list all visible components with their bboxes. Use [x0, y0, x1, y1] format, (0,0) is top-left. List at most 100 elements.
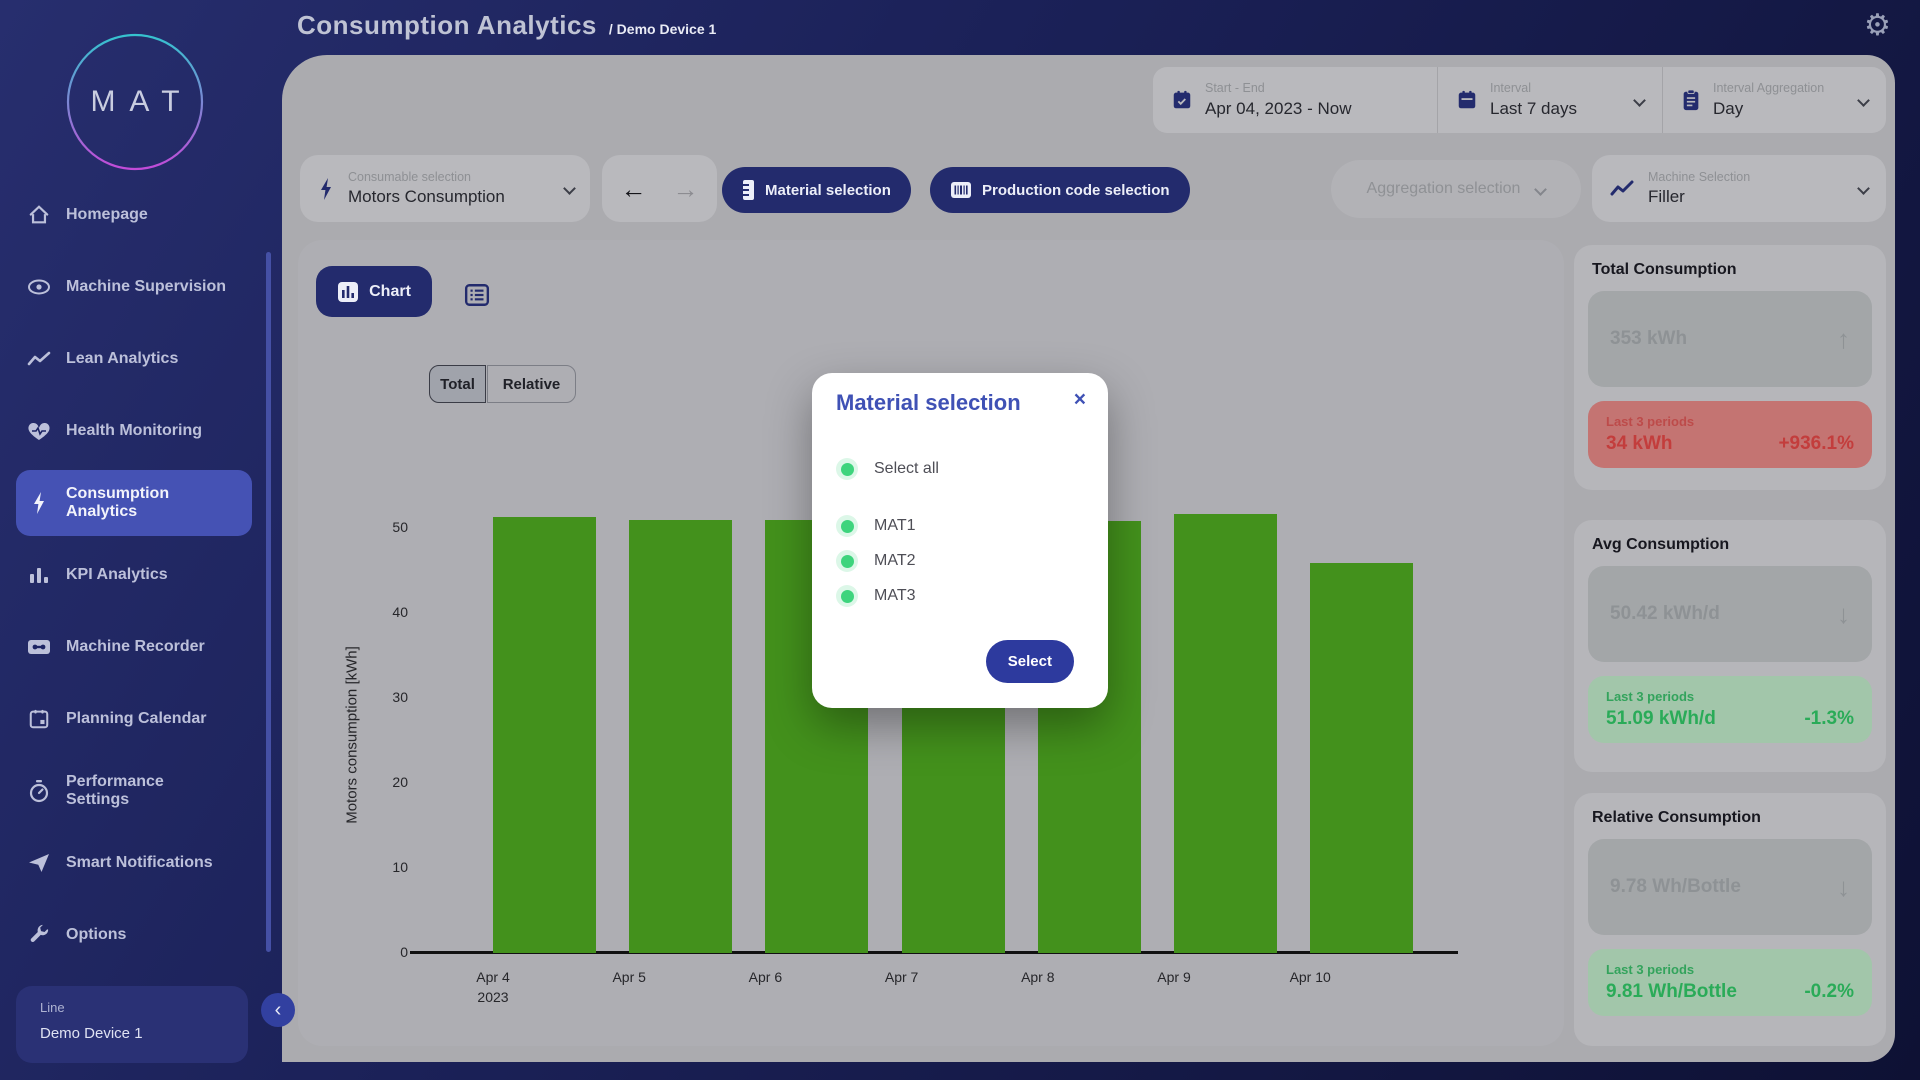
checkbox-checked-icon	[836, 550, 858, 572]
sidebar-item-consumption-analytics[interactable]: Consumption Analytics	[16, 470, 252, 536]
sidebar-item-label: Health Monitoring	[66, 421, 202, 439]
sidebar-item-label: Homepage	[66, 205, 148, 223]
consumable-selection-dropdown[interactable]: Consumable selection Motors Consumption	[300, 155, 590, 222]
back-arrow-button[interactable]: ←	[620, 173, 647, 204]
cassette-icon	[26, 639, 52, 655]
trend-value: 9.81 Wh/Bottle	[1606, 981, 1737, 1002]
sidebar-item-label: Options	[66, 925, 127, 943]
select-button[interactable]: Select	[985, 640, 1074, 683]
interval-aggregation-value: Day	[1713, 99, 1744, 118]
trend-percent: -1.3%	[1804, 708, 1854, 729]
total-consumption-card: Total Consumption 353 kWh ↑ Last 3 perio…	[1574, 245, 1886, 490]
toggle-total[interactable]: Total	[429, 365, 486, 403]
material-selection-button[interactable]: Material selection	[722, 167, 911, 213]
trend-up-icon: ↑	[1837, 323, 1850, 354]
app-logo: MAT	[65, 32, 205, 172]
chevron-down-icon	[563, 182, 576, 195]
sidebar-item-performance-settings[interactable]: Performance Settings	[16, 758, 252, 824]
logo-text: MAT	[90, 85, 194, 118]
option-label: MAT3	[874, 587, 916, 604]
calendar-icon	[1456, 89, 1478, 111]
sidebar-nav: Homepage Machine Supervision Lean Analyt…	[0, 182, 282, 968]
start-end-label: Start - End	[1205, 81, 1265, 95]
trend-down-icon: ↓	[1837, 598, 1850, 629]
select-all-option[interactable]: Select all	[836, 458, 939, 480]
consumable-selection-label: Consumable selection	[348, 170, 471, 184]
chevron-down-icon	[1633, 93, 1646, 107]
consumable-selection-value: Motors Consumption	[348, 187, 505, 206]
chart-view-button-label: Chart	[369, 282, 411, 300]
checkbox-checked-icon	[836, 585, 858, 607]
forward-arrow-button[interactable]: →	[672, 173, 699, 204]
checkbox-checked-icon	[836, 458, 858, 480]
select-all-label: Select all	[874, 460, 939, 477]
option-label: MAT1	[874, 517, 916, 534]
sidebar-item-planning-calendar[interactable]: Planning Calendar	[16, 686, 252, 752]
trend-down-icon: ↓	[1837, 871, 1850, 902]
sidebar-collapse-button[interactable]: ‹	[261, 993, 295, 1027]
stat-card-title: Relative Consumption	[1592, 809, 1761, 826]
trend-percent: +936.1%	[1778, 433, 1854, 454]
option-mat2[interactable]: MAT2	[836, 550, 915, 572]
table-view-button[interactable]	[464, 282, 490, 308]
stat-card-title: Total Consumption	[1592, 261, 1737, 278]
material-selection-modal: Material selection × Select all MAT1 MAT…	[812, 373, 1108, 708]
stat-main-value-box: 353 kWh ↑	[1588, 291, 1872, 387]
interval-aggregation-picker[interactable]: Interval Aggregation Day	[1662, 67, 1886, 133]
wrench-icon	[26, 924, 52, 946]
start-end-picker[interactable]: Start - End Apr 04, 2023 - Now	[1153, 67, 1437, 133]
stat-value: 353 kWh	[1610, 328, 1688, 349]
chevron-down-icon	[1534, 182, 1548, 196]
history-nav: ← →	[602, 155, 717, 222]
sidebar-scrollbar[interactable]	[266, 252, 271, 952]
calendar-check-icon	[1171, 89, 1193, 111]
sidebar-item-options[interactable]: Options	[16, 902, 252, 968]
option-mat3[interactable]: MAT3	[836, 585, 915, 607]
machine-selection-dropdown[interactable]: Machine Selection Filler	[1592, 155, 1886, 222]
trend-label: Last 3 periods	[1606, 962, 1695, 977]
sidebar-item-lean-analytics[interactable]: Lean Analytics	[16, 326, 252, 392]
bolt-icon	[318, 177, 334, 201]
bar-chart-icon	[337, 281, 359, 303]
sidebar-item-kpi-analytics[interactable]: KPI Analytics	[16, 542, 252, 608]
breadcrumb-device: / Demo Device 1	[608, 21, 717, 37]
sidebar-item-label: KPI Analytics	[66, 565, 168, 583]
sidebar-item-machine-supervision[interactable]: Machine Supervision	[16, 254, 252, 320]
material-icon	[742, 179, 755, 201]
sidebar-item-label: Lean Analytics	[66, 349, 179, 367]
date-range-panel: Start - End Apr 04, 2023 - Now Interval …	[1153, 67, 1886, 133]
option-mat1[interactable]: MAT1	[836, 515, 915, 537]
option-label: MAT2	[874, 552, 916, 569]
barcode-icon	[950, 181, 972, 199]
trend-value: 51.09 kWh/d	[1606, 708, 1716, 729]
sidebar-item-label: Machine Supervision	[66, 277, 227, 295]
device-panel[interactable]: Line Demo Device 1	[16, 986, 248, 1063]
production-code-selection-button[interactable]: Production code selection	[930, 167, 1190, 213]
relative-consumption-card: Relative Consumption 9.78 Wh/Bottle ↓ La…	[1574, 793, 1886, 1046]
stat-main-value-box: 9.78 Wh/Bottle ↓	[1588, 839, 1872, 935]
sidebar-item-label: Smart Notifications	[66, 853, 213, 871]
sidebar-item-label: Consumption Analytics	[66, 484, 170, 520]
sidebar-item-homepage[interactable]: Homepage	[16, 182, 252, 248]
sidebar-item-health-monitoring[interactable]: Health Monitoring	[16, 398, 252, 464]
machine-selection-value: Filler	[1648, 187, 1685, 206]
close-icon[interactable]: ×	[1073, 388, 1086, 411]
trend-icon	[26, 350, 52, 368]
aggregation-selection-dropdown[interactable]: Aggregation selection	[1331, 160, 1581, 218]
send-icon	[26, 852, 52, 874]
interval-picker[interactable]: Interval Last 7 days	[1437, 67, 1662, 133]
sidebar: MAT Homepage Machine Supervision Lean An…	[0, 0, 282, 1080]
sidebar-item-smart-notifications[interactable]: Smart Notifications	[16, 830, 252, 896]
trend-label: Last 3 periods	[1606, 414, 1695, 429]
chart-view-button[interactable]: Chart	[316, 266, 432, 317]
bolt-icon	[26, 491, 52, 515]
sidebar-item-machine-recorder[interactable]: Machine Recorder	[16, 614, 252, 680]
gear-icon[interactable]: ⚙	[1864, 9, 1891, 42]
toggle-relative[interactable]: Relative	[487, 365, 576, 403]
device-panel-value: Demo Device 1	[40, 1025, 143, 1042]
bar-chart-icon	[26, 565, 52, 585]
clipboard-icon	[1681, 89, 1701, 111]
stat-main-value-box: 50.42 kWh/d ↓	[1588, 566, 1872, 662]
chevron-down-icon	[1857, 182, 1870, 195]
device-panel-label: Line	[40, 1000, 65, 1015]
